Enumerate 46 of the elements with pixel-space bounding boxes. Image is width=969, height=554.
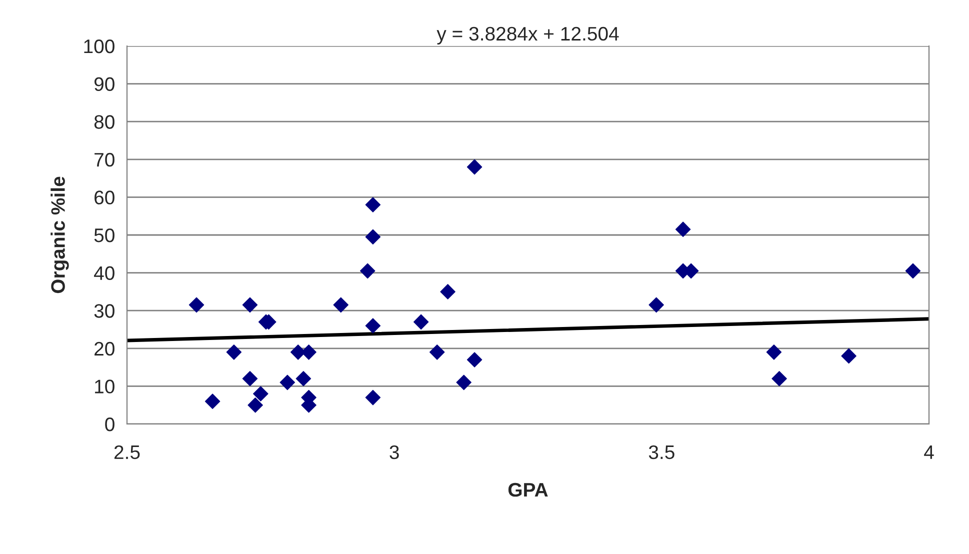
point (301, 344, 316, 360)
point (365, 229, 381, 245)
y-tick-label: 60 (94, 190, 114, 204)
point (648, 297, 664, 313)
point (766, 344, 782, 360)
y-tick-label: 30 (94, 304, 114, 318)
x-tick-label: 3 (390, 445, 399, 460)
point (772, 371, 787, 386)
point (242, 297, 258, 313)
point (365, 318, 381, 334)
point (675, 222, 691, 237)
x-tick-label: 4 (924, 446, 934, 459)
x-tick-label: 2.5 (114, 445, 140, 460)
y-tick-label: 100 (84, 39, 114, 54)
x-axis-title: GPA (508, 482, 548, 497)
point (248, 397, 263, 413)
point (296, 371, 312, 386)
y-tick-label: 0 (105, 417, 114, 432)
point (456, 374, 472, 390)
point (466, 159, 482, 175)
y-axis-title: Organic %ile (50, 176, 69, 294)
y-tick-label: 50 (94, 228, 114, 242)
point (360, 263, 376, 279)
point (365, 390, 381, 406)
chart-title: y = 3.8284x + 12.504 (436, 26, 619, 44)
point (333, 297, 348, 313)
y-tick-label: 80 (94, 115, 114, 129)
point (188, 297, 204, 313)
point (253, 386, 268, 402)
point (365, 197, 381, 212)
point (905, 263, 921, 279)
point (429, 344, 445, 360)
point (226, 344, 242, 360)
point (440, 284, 456, 300)
point (466, 352, 482, 368)
point (204, 394, 220, 409)
y-tick-label: 70 (94, 152, 114, 167)
point (280, 374, 296, 390)
y-tick-label: 40 (94, 266, 114, 280)
point (841, 348, 856, 364)
y-tick-label: 90 (94, 77, 114, 92)
y-tick-label: 10 (95, 380, 114, 394)
point (242, 371, 258, 386)
x-tick-label: 3.5 (648, 445, 674, 460)
y-tick-label: 20 (94, 342, 114, 356)
point (413, 314, 429, 330)
